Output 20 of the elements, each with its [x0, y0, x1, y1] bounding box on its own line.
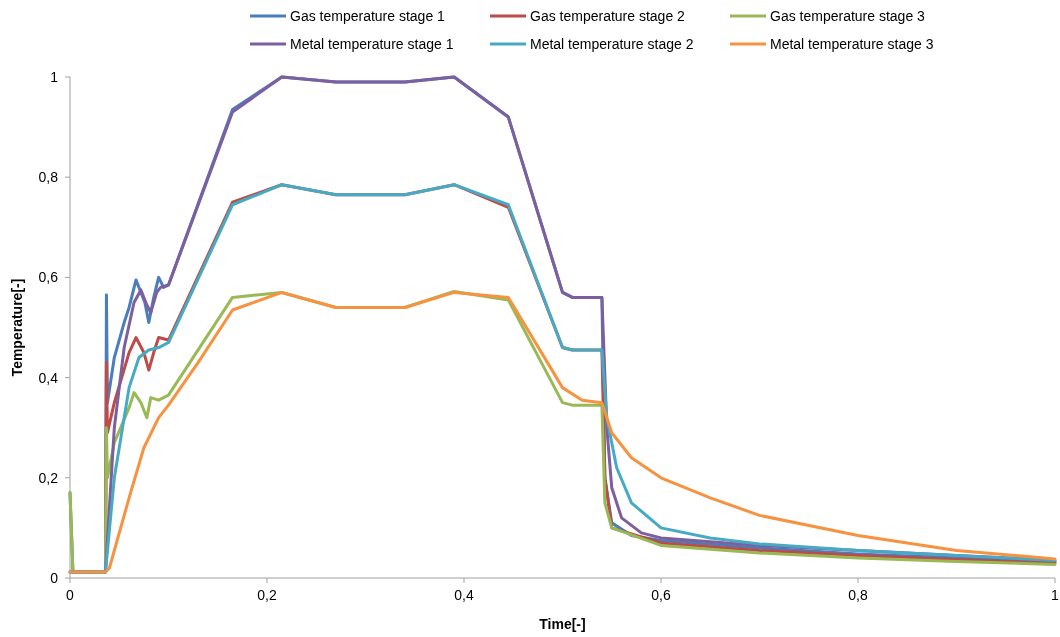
x-axis-title: Time[-] [539, 616, 586, 632]
x-tick-label: 0,2 [257, 587, 277, 603]
x-tick-label: 0,8 [848, 587, 868, 603]
y-tick-label: 0,8 [38, 169, 59, 186]
legend-label: Metal temperature stage 1 [290, 36, 454, 52]
x-tick-label: 0,6 [651, 587, 671, 603]
legend-label: Gas temperature stage 3 [770, 8, 926, 24]
y-tick-label: 0,4 [38, 369, 59, 386]
x-tick-label: 1 [1051, 587, 1060, 603]
y-tick-label: 0 [50, 570, 59, 586]
y-tick-label: 0,6 [38, 269, 59, 286]
legend-label: Gas temperature stage 2 [530, 8, 686, 24]
legend-label: Gas temperature stage 1 [290, 8, 446, 24]
y-axis-title: Temperature[-] [9, 278, 25, 377]
y-tick-label: 1 [50, 69, 59, 85]
legend-label: Metal temperature stage 3 [770, 36, 934, 52]
legend-label: Metal temperature stage 2 [530, 36, 694, 52]
x-tick-label: 0 [66, 587, 75, 603]
y-tick-label: 0,2 [38, 469, 59, 486]
x-tick-label: 0,4 [454, 587, 474, 603]
